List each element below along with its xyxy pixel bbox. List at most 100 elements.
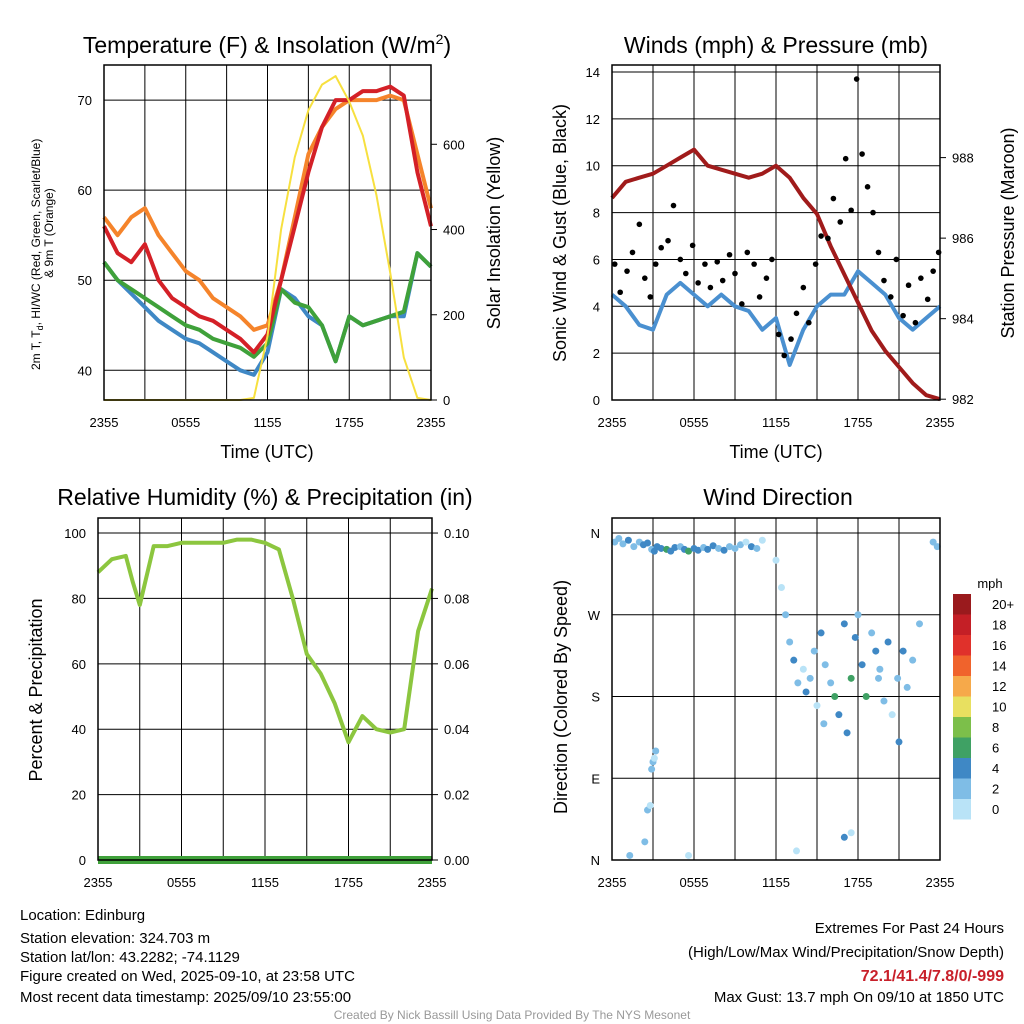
y-tick-label: 2 <box>593 346 600 361</box>
y-tick-label: N <box>591 853 600 868</box>
wind-direction-point <box>884 638 892 646</box>
wind-direction-point <box>671 544 679 552</box>
wind-direction-point <box>875 674 882 682</box>
y2-tick-label: 400 <box>443 223 465 238</box>
wind-direction-point <box>657 544 665 552</box>
series-line-relative-humidity <box>96 537 434 745</box>
x-tick-label: 1155 <box>762 415 790 430</box>
winds-ylabel: Sonic Wind & Gust (Blue, Black) <box>550 104 570 362</box>
gust-point <box>875 249 882 256</box>
series-line-9m-t <box>102 93 433 332</box>
colorbar-swatch <box>953 655 971 676</box>
gust-point <box>677 256 684 263</box>
wind-direction-point <box>758 536 766 544</box>
gust-point <box>683 270 689 277</box>
wind-direction-point <box>704 545 712 553</box>
y-tick-label: 60 <box>78 183 92 198</box>
wind-direction-point <box>685 851 693 859</box>
wind-direction-point <box>858 661 866 669</box>
colorbar-label: 6 <box>992 741 999 756</box>
gust-point <box>837 219 844 225</box>
gust-point <box>870 209 876 216</box>
x-tick-label: 2355 <box>598 875 627 890</box>
gust-point <box>788 336 794 342</box>
humidity-title: Relative Humidity (%) & Precipitation (i… <box>57 484 472 510</box>
colorbar-label: 4 <box>992 761 999 776</box>
gust-point <box>744 249 751 256</box>
plot-frame <box>97 517 433 861</box>
x-tick-label: 2355 <box>926 875 955 890</box>
wind-direction-point <box>648 765 656 773</box>
gust-point <box>905 282 912 289</box>
winds-title: Winds (mph) & Pressure (mb) <box>624 32 928 58</box>
gust-point <box>825 235 831 242</box>
x-tick-label: 0555 <box>680 415 709 430</box>
y2-tick-label: 982 <box>952 392 974 407</box>
gust-point <box>859 151 865 157</box>
gust-point <box>739 301 745 307</box>
gust-point <box>800 284 807 291</box>
temperature-ylabel-line2: & 9m T (Orange) <box>42 188 56 278</box>
x-tick-label: 0555 <box>680 875 709 890</box>
wind-direction-title: Wind Direction <box>703 484 853 510</box>
colorbar-swatch <box>953 635 971 656</box>
plot-frame <box>103 64 432 401</box>
gust-point <box>624 268 630 274</box>
gust-point <box>642 275 648 281</box>
wind-direction-point <box>820 720 828 728</box>
wind-direction-point <box>772 556 780 564</box>
x-tick-label: 2355 <box>417 415 446 430</box>
max-gust-text: Max Gust: 13.7 mph On 09/10 at 1850 UTC <box>714 989 1004 1006</box>
wind-direction-point <box>742 538 750 546</box>
gust-point <box>629 249 636 256</box>
wind-direction-point <box>652 747 660 755</box>
wind-direction-point <box>813 702 821 710</box>
wind-direction-ylabel: Direction (Colored By Speed) <box>551 580 571 814</box>
wind-direction-point <box>903 683 911 691</box>
wind-direction-point <box>802 688 810 696</box>
gust-point <box>726 251 733 258</box>
gust-point <box>775 331 782 338</box>
wind-direction-point <box>888 711 896 719</box>
wind-direction-point <box>806 674 814 682</box>
wind-direction-point <box>843 729 851 737</box>
colorbar-swatch <box>953 737 971 758</box>
recent-timestamp-text: Most recent data timestamp: 2025/09/10 2… <box>20 989 351 1006</box>
colorbar-swatch <box>953 594 971 615</box>
gust-point <box>665 237 671 244</box>
y2-tick-label: 0.00 <box>444 853 469 868</box>
temperature-xlabel: Time (UTC) <box>220 442 313 462</box>
y-tick-label: 10 <box>586 159 600 174</box>
y2-tick-label: 0.04 <box>444 722 469 737</box>
wind-direction-point <box>895 738 903 746</box>
x-tick-label: 1755 <box>844 875 873 890</box>
gust-point <box>812 261 819 267</box>
wind-direction-point <box>817 629 825 637</box>
gust-point <box>647 294 654 300</box>
gust-point <box>611 261 618 267</box>
gust-point <box>888 294 894 300</box>
series-line-dewpoint <box>102 251 433 364</box>
temperature-ylabel-line1: 2m T, Td, HI/WC (Red, Green, Scarlet/Blu… <box>29 139 45 370</box>
y-tick-label: 40 <box>78 363 92 378</box>
x-tick-label: 2355 <box>926 415 955 430</box>
x-tick-label: 1755 <box>334 875 363 890</box>
gust-point <box>864 184 871 190</box>
wind-direction-point <box>862 693 870 700</box>
wind-direction-point <box>790 656 798 664</box>
gust-point <box>893 256 900 263</box>
gust-point <box>617 289 623 296</box>
wind-direction-point <box>831 693 839 700</box>
x-tick-label: 1155 <box>762 875 790 890</box>
x-tick-label: 1155 <box>254 415 282 430</box>
gust-point <box>658 244 664 251</box>
y2-tick-label: 986 <box>952 231 974 246</box>
x-tick-label: 2355 <box>90 415 119 430</box>
y2-tick-label: 988 <box>952 151 974 166</box>
wind-direction-point <box>685 547 693 555</box>
gust-point <box>912 319 919 326</box>
gust-point <box>918 275 924 281</box>
wind-direction-point <box>709 542 717 550</box>
y2-tick-label: 0.10 <box>444 526 469 541</box>
colorbar-label: 0 <box>992 802 999 817</box>
